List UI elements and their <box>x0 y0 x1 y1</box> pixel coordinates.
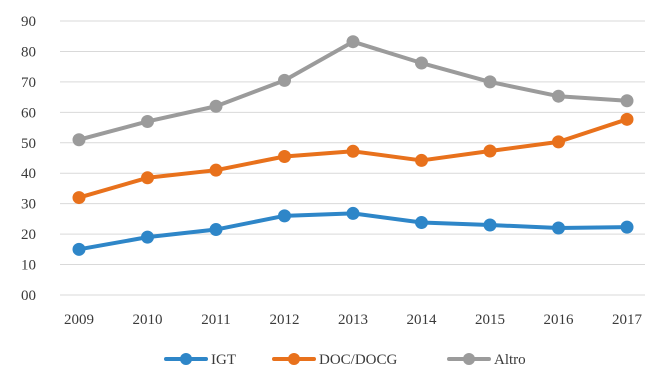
x-axis-tick-labels: 2009 2010 2011 2012 2013 2014 2015 2016 2017 <box>64 312 643 328</box>
y-tick-label: 40 <box>21 166 36 182</box>
y-tick-label: 10 <box>21 258 36 274</box>
legend-marker <box>463 353 475 365</box>
data-point <box>552 89 565 103</box>
data-point <box>209 163 223 177</box>
y-axis-tick-labels: 00 10 20 30 40 50 60 70 80 90 <box>21 14 36 304</box>
legend-label: DOC/DOCG <box>319 352 398 368</box>
data-point <box>620 94 634 108</box>
x-tick-label: 2013 <box>338 312 368 328</box>
legend-label: IGT <box>211 352 236 368</box>
data-point <box>141 114 154 128</box>
series-line <box>77 117 629 200</box>
x-tick-label: 2015 <box>475 312 505 328</box>
data-point <box>278 73 291 87</box>
data-point <box>72 133 86 147</box>
data-point <box>415 56 428 70</box>
series-line <box>77 39 629 142</box>
x-tick-label: 2017 <box>612 312 643 328</box>
data-point <box>483 144 497 158</box>
gridlines <box>60 20 645 296</box>
legend-marker <box>288 353 300 365</box>
data-point <box>278 149 291 163</box>
legend-label: Altro <box>494 352 526 368</box>
legend-marker <box>180 353 192 365</box>
data-point <box>483 218 497 232</box>
data-point <box>141 230 154 244</box>
y-tick-label: 80 <box>21 44 36 60</box>
x-tick-label: 2014 <box>407 312 438 328</box>
data-point <box>346 206 360 220</box>
data-point <box>620 220 634 234</box>
y-tick-label: 20 <box>21 227 36 243</box>
data-point <box>620 112 634 126</box>
legend-entry: DOC/DOCG <box>272 352 398 368</box>
data-point <box>72 242 86 256</box>
y-tick-label: 70 <box>21 75 36 91</box>
series-igt <box>72 206 634 256</box>
series-doc-docg <box>72 112 634 205</box>
x-tick-label: 2012 <box>270 312 300 328</box>
data-point <box>346 35 360 49</box>
y-tick-label: 30 <box>21 197 36 213</box>
legend-entry: IGT <box>164 352 236 368</box>
x-tick-label: 2011 <box>201 312 230 328</box>
y-tick-label: 00 <box>21 288 36 304</box>
data-point <box>483 75 497 89</box>
series-altro <box>72 35 634 147</box>
data-point <box>415 153 428 167</box>
series-lines <box>72 35 634 256</box>
data-point <box>209 223 223 237</box>
data-point <box>278 209 291 223</box>
data-point <box>209 99 223 113</box>
data-point <box>552 221 565 235</box>
y-tick-label: 90 <box>21 14 36 30</box>
legend: IGT DOC/DOCG Altro <box>164 352 526 368</box>
data-point <box>72 191 86 205</box>
legend-entry: Altro <box>447 352 526 368</box>
x-tick-label: 2009 <box>64 312 94 328</box>
y-tick-label: 50 <box>21 136 36 152</box>
data-point <box>141 171 154 185</box>
x-tick-label: 2010 <box>133 312 163 328</box>
y-tick-label: 60 <box>21 105 36 121</box>
x-tick-label: 2016 <box>544 312 575 328</box>
data-point <box>415 216 428 230</box>
data-point <box>552 135 565 149</box>
data-point <box>346 144 360 158</box>
